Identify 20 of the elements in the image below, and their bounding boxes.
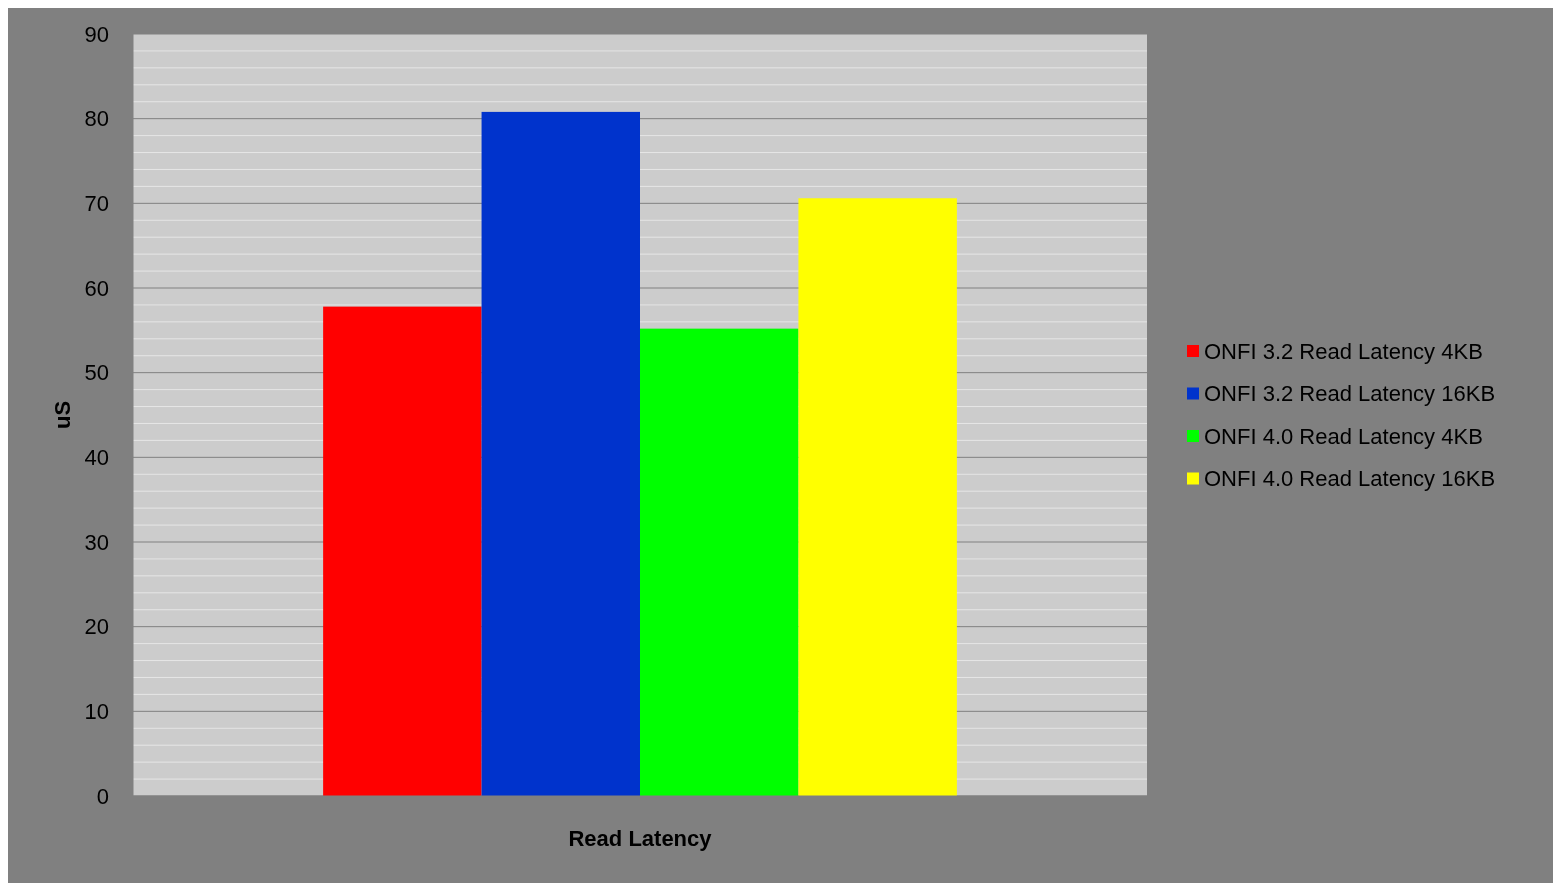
y-tick-label: 20 bbox=[84, 614, 109, 640]
y-tick-label: 80 bbox=[84, 106, 109, 132]
bar bbox=[481, 111, 640, 796]
bar bbox=[640, 328, 799, 796]
legend-label: ONFI 4.0 Read Latency 16KB bbox=[1204, 466, 1496, 492]
legend-label: ONFI 3.2 Read Latency 16KB bbox=[1204, 381, 1496, 407]
bar bbox=[798, 198, 957, 796]
y-axis-title: uS bbox=[50, 400, 75, 430]
y-tick-label: 30 bbox=[84, 529, 109, 555]
legend-label: ONFI 3.2 Read Latency 4KB bbox=[1204, 338, 1483, 364]
y-tick-label: 40 bbox=[84, 445, 109, 471]
y-tick-label: 70 bbox=[84, 191, 109, 217]
y-tick-label: 50 bbox=[84, 360, 109, 386]
x-axis-title: Read Latency bbox=[568, 826, 713, 851]
y-tick-label: 90 bbox=[84, 21, 109, 47]
bar bbox=[323, 306, 482, 796]
y-tick-label: 0 bbox=[96, 783, 109, 809]
legend-label: ONFI 4.0 Read Latency 4KB bbox=[1204, 423, 1483, 449]
y-tick-label: 10 bbox=[84, 699, 109, 725]
y-tick-label: 60 bbox=[84, 275, 109, 301]
